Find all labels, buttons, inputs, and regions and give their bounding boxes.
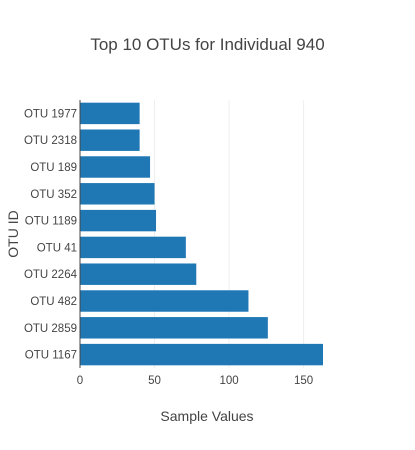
y-tick-label: OTU 2859 bbox=[24, 323, 77, 335]
bar[interactable] bbox=[80, 129, 140, 151]
x-tick-label: 150 bbox=[294, 375, 313, 387]
bars bbox=[80, 102, 323, 366]
bar[interactable] bbox=[80, 102, 140, 125]
y-tick-label: OTU 2318 bbox=[24, 135, 77, 147]
y-axis-ticks: OTU 1977 OTU 2318 OTU 189 OTU 352 OTU 1189 OT… bbox=[24, 108, 78, 361]
y-tick-label: OTU 1189 bbox=[25, 216, 77, 228]
bar[interactable] bbox=[80, 317, 268, 339]
y-axis-title: OTU ID bbox=[5, 210, 21, 257]
y-tick-label: OTU 482 bbox=[30, 296, 77, 308]
y-tick-label: OTU 352 bbox=[30, 189, 77, 201]
x-axis-ticks: 0 50 100 150 bbox=[77, 375, 313, 387]
x-tick-label: 0 bbox=[77, 375, 83, 387]
x-tick-label: 100 bbox=[219, 375, 238, 387]
chart-title: Top 10 OTUs for Individual 940 bbox=[90, 35, 324, 54]
y-tick-label: OTU 2264 bbox=[24, 269, 78, 281]
bar[interactable] bbox=[80, 343, 323, 366]
y-tick-label: OTU 1977 bbox=[24, 108, 77, 120]
bar[interactable] bbox=[80, 156, 151, 178]
x-tick-label: 50 bbox=[148, 375, 161, 387]
y-tick-label: OTU 189 bbox=[30, 162, 77, 174]
bar[interactable] bbox=[80, 236, 186, 259]
bar[interactable] bbox=[80, 263, 197, 285]
y-tick-label: OTU 41 bbox=[37, 242, 77, 254]
bar[interactable] bbox=[80, 183, 155, 205]
bar[interactable] bbox=[80, 290, 249, 312]
y-tick-label: OTU 1167 bbox=[25, 350, 77, 362]
bar[interactable] bbox=[80, 209, 157, 232]
x-axis-title: Sample Values bbox=[160, 408, 253, 424]
